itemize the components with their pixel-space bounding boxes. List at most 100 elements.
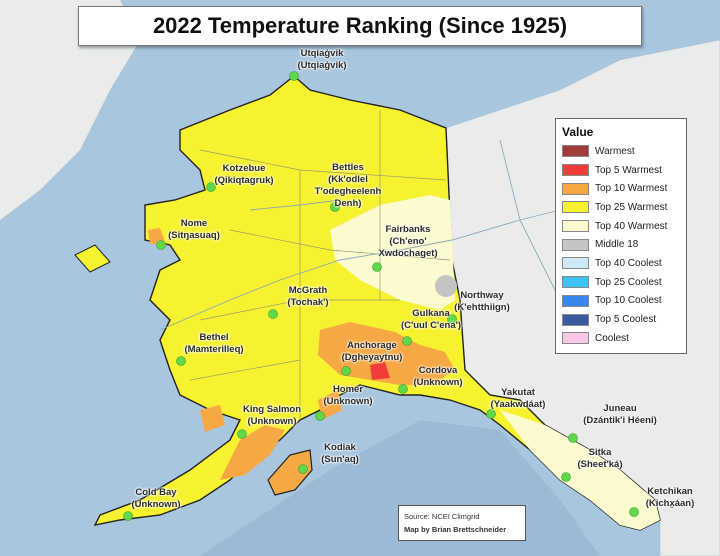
legend-title: Value (562, 125, 594, 139)
city-marker (315, 411, 325, 421)
city-marker (330, 202, 340, 212)
city-native-name: (K'ehtthiign) (454, 302, 510, 313)
city-native-name: (Sitŋasuaq) (168, 230, 220, 241)
alaska-peninsula-warm-region (220, 425, 285, 480)
legend-item: Top 25 Warmest (562, 198, 680, 217)
city-name: McGrath (288, 285, 328, 296)
city-marker (561, 472, 571, 482)
city-marker (568, 433, 578, 443)
city-native-name: (Unknown) (247, 416, 297, 427)
sw-warm-region (200, 405, 225, 432)
legend-item: Coolest (562, 329, 680, 348)
city-name: Anchorage (347, 340, 397, 351)
middle-18-region (435, 275, 457, 297)
legend-label: Top 10 Warmest (595, 183, 668, 195)
city-native-name: (Dgheyaytnu) (341, 352, 403, 363)
city-marker (372, 262, 382, 272)
city-label: Cordova (Unknown) (413, 365, 462, 389)
legend-label: Top 5 Warmest (595, 164, 662, 176)
legend-item: Top 25 Coolest (562, 273, 680, 292)
city-native-name: (C'uul C'ena') (400, 320, 462, 331)
city-name: Utqiaġvik (300, 48, 344, 59)
kodiak-island (267, 449, 313, 496)
city-label: Homer (Unknown) (323, 384, 372, 408)
st-lawrence-island (74, 244, 111, 273)
legend-item: Middle 18 (562, 235, 680, 254)
city-marker (298, 464, 308, 474)
legend-label: Warmest (595, 145, 635, 157)
city-label: Utqiaġvik (Utqiaġvik) (297, 48, 346, 72)
city-name: Bettles (332, 162, 364, 173)
legend-label: Top 5 Coolest (595, 314, 657, 326)
legend-label: Top 25 Warmest (595, 201, 668, 213)
legend-swatch (562, 220, 589, 233)
legend-swatch (562, 313, 589, 326)
city-name: Bethel (199, 332, 229, 343)
city-name: Gulkana (412, 308, 450, 319)
city-label: Yakutat (Yaakwdáat) (491, 387, 546, 411)
city-native-name: (Kichx̱áan) (645, 498, 695, 509)
city-label: Nome (Sitŋasuaq) (168, 218, 220, 242)
city-label: Anchorage (Dgheyaytnu) (342, 340, 403, 364)
source-box: Source: NCEI Climgrid Map by Brian Brett… (398, 505, 526, 541)
legend-label: Coolest (595, 332, 629, 344)
city-native-name: (Qikiqtagruk) (214, 175, 274, 186)
city-name: Northway (460, 290, 504, 301)
city-label: Sitka (Sheet'ká) (577, 447, 622, 471)
city-native-name: (Unknown) (413, 377, 463, 388)
city-label: Kodiak (Sun'aq) (321, 442, 359, 466)
city-native-name: (Dzántik'i Héeni) (583, 415, 657, 426)
legend-item: Top 40 Coolest (562, 254, 680, 273)
city-name: Cold Bay (135, 487, 177, 498)
legend: Value Warmest Top 5 Warmest Top 10 Warmest… (555, 118, 687, 354)
city-name: Homer (332, 384, 364, 395)
legend-label: Top 25 Coolest (595, 276, 662, 288)
city-label: McGrath (Tochak') (287, 285, 328, 309)
city-name: Yakutat (501, 387, 535, 398)
city-marker (237, 429, 247, 439)
city-native-name: (Yaakwdáat) (490, 399, 546, 410)
city-native-name: (Kk'odlel T'odegheelenh Denh) (314, 174, 382, 209)
city-label: Bettles (Kk'odlel T'odegheelenh Denh) (315, 162, 382, 210)
city-marker (206, 182, 216, 192)
city-native-name: (Utqiaġvik) (297, 60, 347, 71)
city-label: Northway (K'ehtthiign) (454, 290, 510, 314)
legend-item: Top 10 Warmest (562, 179, 680, 198)
source-text: Source: NCEI Climgrid (404, 512, 480, 521)
city-marker (447, 314, 457, 324)
city-native-name: (Unknown) (323, 396, 373, 407)
city-marker (156, 240, 166, 250)
city-native-name: (Sheet'ká) (577, 459, 623, 470)
legend-swatch (562, 294, 589, 307)
legend-swatch (562, 276, 589, 289)
anchorage-warmest-region (370, 362, 390, 380)
city-marker (289, 71, 299, 81)
legend-items: Warmest Top 5 Warmest Top 10 Warmest Top 25… (562, 142, 680, 348)
city-name: Kotzebue (222, 163, 266, 174)
city-native-name: (Tochak') (287, 297, 329, 308)
city-label: Juneau (Dzántik'i Héeni) (583, 403, 657, 427)
city-native-name: (Unknown) (131, 499, 181, 510)
legend-label: Top 40 Warmest (595, 220, 668, 232)
legend-swatch (562, 201, 589, 214)
city-name: Juneau (603, 403, 637, 414)
legend-item: Top 10 Coolest (562, 292, 680, 311)
city-label: King Salmon (Unknown) (243, 404, 301, 428)
city-label: Ketchikan (Kichx̱áan) (646, 486, 695, 510)
anchorage-warm-region (318, 322, 455, 385)
author-credit: Map by Brian Brettschneider (404, 525, 507, 534)
city-native-name: (Ch'eno' Xwdochaget) (378, 236, 438, 259)
legend-item: Top 40 Warmest (562, 217, 680, 236)
city-native-name: (Mamterilleq) (184, 344, 244, 355)
interior-pale-region (330, 195, 455, 310)
legend-item: Top 5 Coolest (562, 310, 680, 329)
city-label: Cold Bay (Unknown) (131, 487, 180, 511)
city-marker (268, 309, 278, 319)
city-name: Kodiak (324, 442, 356, 453)
city-name: Fairbanks (385, 224, 431, 235)
city-label: Fairbanks (Ch'eno' Xwdochaget) (378, 224, 437, 260)
city-name: Cordova (418, 365, 458, 376)
city-name: Sitka (588, 447, 612, 458)
city-label: Kotzebue (Qikiqtagruk) (214, 163, 273, 187)
legend-swatch (562, 332, 589, 345)
